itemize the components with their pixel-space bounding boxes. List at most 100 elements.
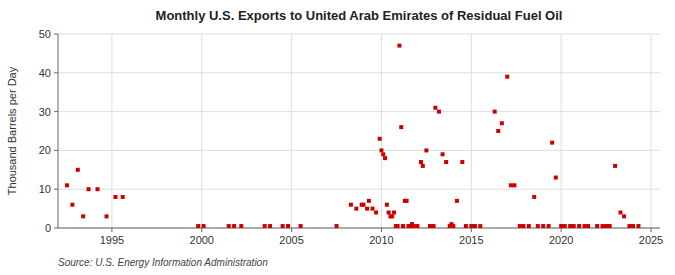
point <box>396 224 400 228</box>
tick-label: 2015 <box>459 234 483 246</box>
point <box>509 183 513 187</box>
point <box>397 44 401 48</box>
point <box>505 75 509 79</box>
point <box>378 137 382 141</box>
point <box>361 203 365 207</box>
grid-line <box>201 34 202 228</box>
point <box>586 224 590 228</box>
tick-label: 10 <box>39 183 51 195</box>
point <box>512 183 516 187</box>
grid-line <box>58 34 660 35</box>
point <box>370 207 374 211</box>
point <box>286 224 290 228</box>
grid-line <box>58 150 660 151</box>
point <box>559 224 563 228</box>
point <box>365 207 369 211</box>
grid-line <box>381 34 382 228</box>
point <box>419 160 423 164</box>
point <box>583 224 587 228</box>
point <box>263 224 267 228</box>
grid <box>58 34 660 228</box>
point <box>627 224 631 228</box>
point <box>451 224 455 228</box>
tick-mark <box>381 228 382 232</box>
point <box>392 210 396 214</box>
points <box>65 44 640 228</box>
y-axis <box>58 34 59 228</box>
tick-label: 2005 <box>279 234 303 246</box>
source: Source: U.S. Energy Information Administ… <box>58 257 268 268</box>
point <box>367 199 371 203</box>
point <box>202 224 206 228</box>
tick-label: 40 <box>39 67 51 79</box>
point <box>196 224 200 228</box>
point <box>464 224 468 228</box>
point <box>547 224 551 228</box>
point <box>631 224 635 228</box>
point <box>239 224 243 228</box>
point <box>387 210 391 214</box>
point <box>577 224 581 228</box>
point <box>518 224 522 228</box>
point <box>105 214 109 218</box>
point <box>121 195 125 199</box>
tick-label: 0 <box>45 222 51 234</box>
point <box>478 224 482 228</box>
grid-line <box>651 34 652 228</box>
point <box>227 224 231 228</box>
tick-mark <box>54 189 58 190</box>
point <box>554 176 558 180</box>
point <box>496 129 500 133</box>
point <box>536 224 540 228</box>
point <box>428 224 432 228</box>
point <box>299 224 303 228</box>
point <box>421 164 425 168</box>
point <box>527 224 531 228</box>
point <box>500 121 504 125</box>
point <box>618 210 622 214</box>
point <box>405 199 409 203</box>
point <box>385 203 389 207</box>
point <box>65 183 69 187</box>
point <box>381 152 385 156</box>
tick-label: 1995 <box>100 234 124 246</box>
point <box>415 224 419 228</box>
point <box>455 199 459 203</box>
tick-mark <box>111 228 112 232</box>
point <box>335 224 339 228</box>
point <box>401 224 405 228</box>
point <box>600 224 604 228</box>
point <box>412 224 416 228</box>
tick-label: 2000 <box>190 234 214 246</box>
tick-mark <box>54 72 58 73</box>
tick-label: 2025 <box>639 234 663 246</box>
y-axis-label: Thousand Barrels per Day <box>6 66 18 195</box>
point <box>604 224 608 228</box>
chart: 010203040501995200020052010201520202025M… <box>0 0 675 275</box>
point <box>469 224 473 228</box>
point <box>81 214 85 218</box>
tick-label: 20 <box>39 144 51 156</box>
point <box>76 168 80 172</box>
point <box>437 110 441 114</box>
tick-label: 30 <box>39 106 51 118</box>
grid-line <box>471 34 472 228</box>
point <box>232 224 236 228</box>
point <box>622 214 626 218</box>
tick-mark <box>201 228 202 232</box>
point <box>354 207 358 211</box>
point <box>432 224 436 228</box>
tick-mark <box>561 228 562 232</box>
point <box>532 195 536 199</box>
point <box>636 224 640 228</box>
point <box>390 214 394 218</box>
point <box>568 224 572 228</box>
point <box>441 152 445 156</box>
point <box>493 110 497 114</box>
grid-line <box>291 34 292 228</box>
point <box>87 187 91 191</box>
point <box>70 203 74 207</box>
point <box>281 224 285 228</box>
tick-label: 2020 <box>549 234 573 246</box>
tick-mark <box>54 111 58 112</box>
